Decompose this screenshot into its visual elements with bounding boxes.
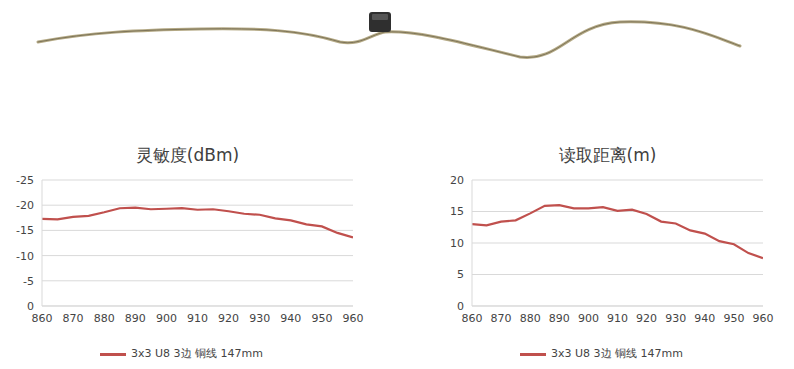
svg-text:960: 960 bbox=[343, 312, 364, 325]
html-text:灵敏度(dBm): 灵敏度(dBm) bbox=[135, 145, 240, 165]
svg-text:930: 930 bbox=[665, 312, 686, 325]
svg-text:950: 950 bbox=[311, 312, 332, 325]
svg-text:920: 920 bbox=[636, 312, 657, 325]
svg-text:10: 10 bbox=[450, 237, 464, 250]
svg-text:950: 950 bbox=[723, 312, 744, 325]
svg-text:-5: -5 bbox=[23, 275, 34, 288]
svg-text:900: 900 bbox=[578, 312, 599, 325]
svg-text:0: 0 bbox=[457, 300, 464, 313]
svg-text:860: 860 bbox=[32, 312, 53, 325]
svg-text:910: 910 bbox=[607, 312, 628, 325]
html-text:3x3 U8 3边 铜线 147mm: 3x3 U8 3边 铜线 147mm bbox=[131, 347, 263, 360]
svg-text:890: 890 bbox=[125, 312, 146, 325]
svg-text:930: 930 bbox=[249, 312, 270, 325]
svg-text:0: 0 bbox=[27, 300, 34, 313]
svg-text:-25: -25 bbox=[16, 174, 34, 187]
svg-text:940: 940 bbox=[280, 312, 301, 325]
svg-text:910: 910 bbox=[187, 312, 208, 325]
svg-text:870: 870 bbox=[63, 312, 84, 325]
svg-text:15: 15 bbox=[450, 205, 464, 218]
svg-text:20: 20 bbox=[450, 174, 464, 187]
svg-text:880: 880 bbox=[94, 312, 115, 325]
html-text:读取距离(m): 读取距离(m) bbox=[558, 145, 657, 165]
svg-text:890: 890 bbox=[549, 312, 570, 325]
svg-text:870: 870 bbox=[491, 312, 512, 325]
svg-text:900: 900 bbox=[156, 312, 177, 325]
svg-text:-10: -10 bbox=[16, 250, 34, 263]
svg-text:880: 880 bbox=[520, 312, 541, 325]
svg-text:960: 960 bbox=[753, 312, 774, 325]
svg-text:920: 920 bbox=[218, 312, 239, 325]
svg-text:-15: -15 bbox=[16, 224, 34, 237]
svg-text:-20: -20 bbox=[16, 199, 34, 212]
html-text:3x3 U8 3边 铜线 147mm: 3x3 U8 3边 铜线 147mm bbox=[551, 347, 683, 360]
svg-text:860: 860 bbox=[462, 312, 483, 325]
svg-text:5: 5 bbox=[457, 268, 464, 281]
svg-text:940: 940 bbox=[694, 312, 715, 325]
